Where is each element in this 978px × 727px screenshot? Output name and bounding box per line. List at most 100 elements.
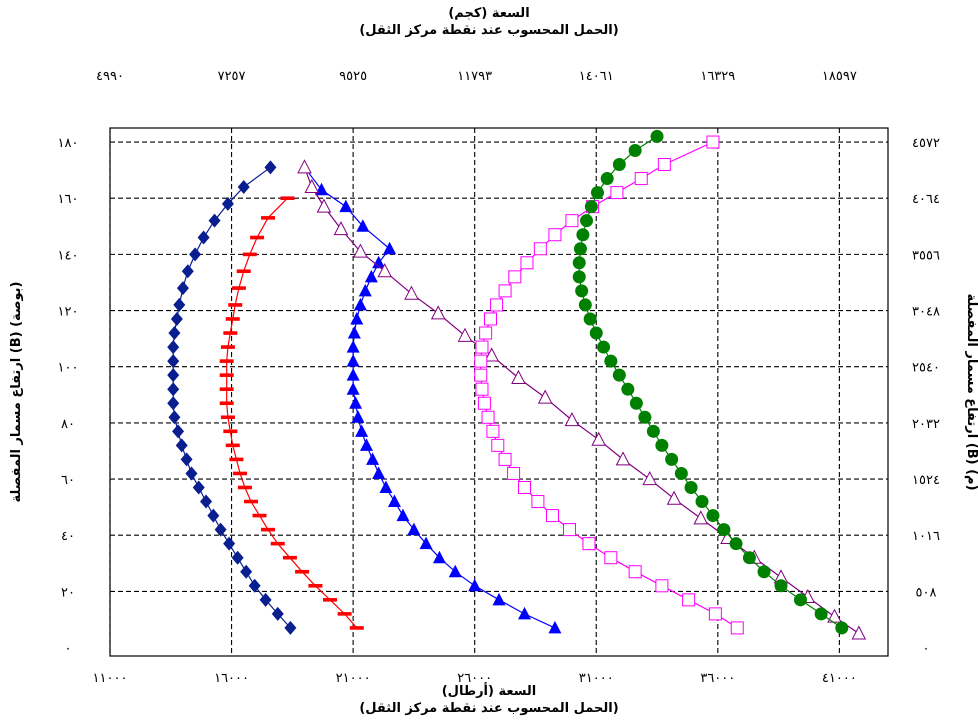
data-point-open-square [565,214,579,228]
data-point-diamond [168,410,181,425]
x-tick-label-bottom: ٢١٠٠٠ [336,671,371,686]
data-point-open-triangle [827,608,842,623]
data-point-circle [572,270,586,284]
data-point-circle [684,480,698,494]
data-point-triangle [346,354,360,367]
x-tick-label-top: ١١٧٩٣ [457,69,492,84]
data-point-circle [576,228,590,242]
data-point-open-square [491,438,505,452]
x-tick-label-top: ١٨٥٩٧ [822,69,857,84]
data-point-open-triangle [615,451,631,466]
data-point-open-square [628,565,642,579]
data-point-open-square [708,607,722,621]
data-point-circle [612,368,626,382]
data-point-triangle [350,311,364,325]
y-tick-label-right: ٤٠٦٤ [912,192,940,207]
data-point-circle [638,410,652,424]
data-point-triangle [349,396,363,409]
data-point-diamond [223,536,236,551]
data-point-open-triangle [316,198,332,213]
data-point-circle [793,593,807,607]
data-point-diamond [167,368,180,383]
data-point-circle [655,438,669,452]
y-tick-label-left: ٨٠ [61,417,75,432]
data-point-open-square [610,186,624,200]
data-point-diamond [208,213,221,228]
data-point-open-square [582,537,596,551]
data-point-triangle [356,219,370,232]
data-point-circle [629,396,643,410]
data-point-dash [225,317,240,321]
data-point-diamond [214,522,227,537]
data-point-diamond [167,382,180,397]
data-point-diamond [264,160,277,175]
data-point-dash [219,401,234,406]
data-point-dash [242,252,257,257]
y-tick-label-right: ٤٥٧٢ [912,136,940,151]
data-point-diamond [185,466,198,481]
y-tick-label-left: ١٠٠ [58,361,79,376]
y-tick-label-right: ٠ [923,642,930,657]
data-point-circle [706,509,720,523]
data-point-dash [337,612,352,616]
data-point-dash [219,359,234,363]
data-point-dash [323,598,338,602]
data-point-open-square [474,354,488,368]
bottom-axis-title-line1: السعة (أرطال) [442,682,537,699]
series-layer [167,129,867,640]
series-line [578,135,843,629]
data-point-dash [349,626,364,630]
data-point-open-triangle [642,470,658,486]
data-point-circle [717,523,731,537]
data-point-triangle [518,606,532,620]
data-point-circle [578,298,592,312]
data-point-triangle [351,410,365,423]
data-point-open-triangle [304,178,320,193]
data-point-triangle [492,592,506,606]
series-line [304,166,556,629]
data-point-triangle [379,480,393,493]
data-point-diamond [221,196,234,211]
data-point-circle [814,607,828,621]
data-point-open-triangle [511,369,526,384]
data-point-triangle [396,508,410,522]
y-tick-label-right: ١٥٢٤ [912,473,940,488]
y-tick-label-left: ١٢٠ [58,305,79,320]
data-point-triangle [358,283,372,297]
data-point-triangle [548,620,562,634]
data-point-dash [261,216,276,220]
top-axis-title-line1: السعة (كجم) [448,6,529,21]
data-point-diamond [181,264,194,279]
y-tick-label-right: ١٠١٦ [912,529,940,544]
data-point-triangle [432,550,446,564]
data-point-open-square [474,368,488,382]
data-point-open-square [545,509,559,523]
data-point-circle [600,172,614,186]
data-point-circle [572,256,586,270]
data-point-open-square [498,284,512,298]
data-point-dash [225,443,240,448]
data-point-open-square [490,298,504,312]
data-point-triangle [346,368,360,381]
series-triangle-open [297,159,867,640]
y-tick-label-right: ٣٠٤٨ [912,305,940,320]
data-point-circle [575,284,589,298]
series-line [226,197,358,629]
data-point-open-triangle [457,327,473,342]
data-point-dash [236,269,251,274]
data-point-open-triangle [484,347,500,362]
data-point-dash [280,196,295,201]
data-point-circle [590,186,604,200]
data-point-open-square [634,172,648,186]
data-point-circle [757,565,771,579]
data-point-diamond [284,620,297,635]
data-point-open-triangle [353,243,368,258]
data-point-open-square [481,410,495,424]
data-point-dash [252,513,267,518]
y-tick-label-right: ٢٥٤٠ [912,361,940,376]
data-point-diamond [248,578,261,593]
data-point-circle [646,424,660,438]
data-point-diamond [167,340,180,355]
data-point-triangle [407,522,421,536]
data-point-dash [231,286,246,290]
